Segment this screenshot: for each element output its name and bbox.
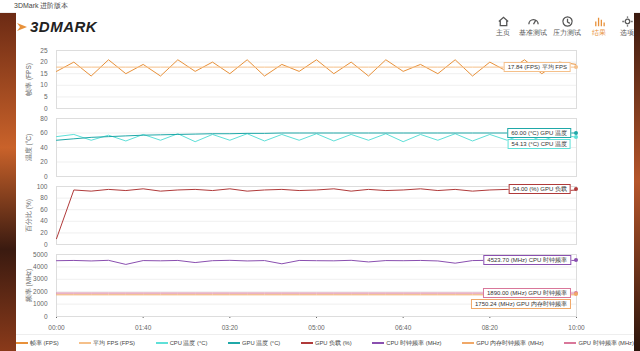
svg-text:4000: 4000 [33, 263, 48, 270]
html-text:94.00 (%) GPU 负载: 94.00 (%) GPU 负载 [512, 186, 567, 193]
svg-text:10: 10 [40, 81, 48, 88]
svg-text:温度 (°C): 温度 (°C) [25, 134, 33, 161]
svg-text:帧率 (FPS): 帧率 (FPS) [25, 63, 33, 96]
svg-text:15: 15 [40, 70, 48, 77]
svg-text:20: 20 [40, 158, 48, 165]
svg-text:百分比 (%): 百分比 (%) [25, 199, 33, 232]
html-text:主页: 主页 [496, 29, 510, 36]
svg-text:10:00: 10:00 [568, 324, 585, 331]
svg-text:40: 40 [40, 217, 48, 224]
html-text:1890.00 (MHz) GPU 时钟频率: 1890.00 (MHz) GPU 时钟频率 [487, 289, 567, 296]
svg-text:0: 0 [44, 313, 48, 320]
html-text:GPU 温度 (°C): GPU 温度 (°C) [242, 339, 281, 346]
html-text:GPU 时钟频率 (MHz): GPU 时钟频率 (MHz) [578, 339, 634, 346]
html-text:CPU 温度 (°C): CPU 温度 (°C) [169, 339, 208, 346]
html-text:54.13 (°C) CPU 温度: 54.13 (°C) CPU 温度 [511, 140, 567, 147]
svg-text:80: 80 [40, 115, 48, 122]
svg-text:3000: 3000 [33, 275, 48, 282]
svg-text:01:40: 01:40 [135, 324, 152, 331]
html-text:压力测试: 压力测试 [553, 29, 581, 36]
svg-text:0: 0 [44, 105, 48, 112]
svg-text:08:20: 08:20 [482, 324, 499, 331]
html-text:3DMARK: 3DMARK [30, 18, 98, 35]
html-text:GPU 内存时钟频率 (MHz): GPU 内存时钟频率 (MHz) [476, 339, 544, 346]
svg-text:05:00: 05:00 [308, 324, 325, 331]
svg-text:0: 0 [44, 241, 48, 248]
html-text:结果: 结果 [592, 29, 606, 36]
html-text:平均 FPS (FPS): 平均 FPS (FPS) [93, 339, 135, 346]
svg-text:03:20: 03:20 [222, 324, 239, 331]
svg-text:5: 5 [44, 93, 48, 100]
html-text:帧率 (FPS): 帧率 (FPS) [30, 339, 59, 346]
html-text:基准测试: 基准测试 [519, 29, 547, 36]
svg-text:5000: 5000 [33, 251, 48, 258]
svg-text:00:00: 00:00 [48, 324, 65, 331]
svg-text:06:40: 06:40 [395, 324, 412, 331]
html-text:GPU 负载 (%): GPU 负载 (%) [314, 339, 352, 346]
svg-text:20: 20 [40, 58, 48, 65]
svg-text:频率 (MHz): 频率 (MHz) [25, 269, 33, 303]
svg-text:2000: 2000 [33, 288, 48, 295]
svg-text:40: 40 [40, 144, 48, 151]
html-text:1750.24 (MHz) GPU 内存时钟频率: 1750.24 (MHz) GPU 内存时钟频率 [475, 300, 567, 307]
svg-text:60: 60 [40, 206, 48, 213]
html-text:60.00 (°C) GPU 温度: 60.00 (°C) GPU 温度 [511, 129, 567, 136]
svg-text:0: 0 [44, 173, 48, 180]
html-text:选项: 选项 [620, 29, 634, 36]
html-text:4523.70 (MHz) CPU 时钟频率: 4523.70 (MHz) CPU 时钟频率 [487, 256, 567, 263]
svg-text:1000: 1000 [33, 300, 48, 307]
svg-text:100: 100 [37, 183, 48, 190]
svg-text:25: 25 [40, 47, 48, 54]
svg-text:60: 60 [40, 129, 48, 136]
html-text:17.84 (FPS) 平均 FPS: 17.84 (FPS) 平均 FPS [507, 63, 567, 70]
html-text:CPU 时钟频率 (MHz): CPU 时钟频率 (MHz) [386, 339, 442, 346]
svg-text:20: 20 [40, 229, 48, 236]
html-text:3DMark 进阶版本: 3DMark 进阶版本 [14, 2, 69, 9]
svg-text:80: 80 [40, 194, 48, 201]
